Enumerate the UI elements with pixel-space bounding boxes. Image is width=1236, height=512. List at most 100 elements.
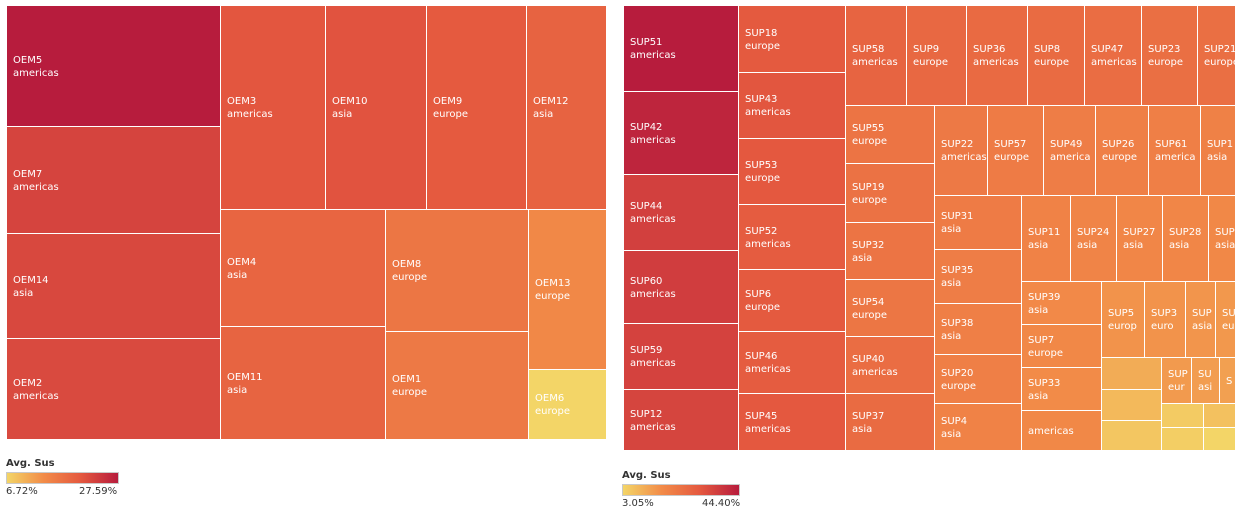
oem-tile[interactable]: OEM14 asia — [7, 234, 221, 339]
sup-tile-region: asia — [852, 253, 873, 264]
oem-tile[interactable]: OEM3 americas — [221, 6, 326, 210]
sup-tile[interactable]: SUP12 americas — [624, 390, 739, 451]
oem-tile[interactable]: OEM5 americas — [7, 6, 221, 127]
sup-tile-region: americas — [1091, 57, 1137, 68]
sup-tile[interactable]: SUP49 america — [1044, 106, 1096, 196]
sup-tile-region: america — [1155, 152, 1196, 163]
sup-tile[interactable]: SUP53 europe — [739, 139, 846, 205]
oem-tile-name: OEM10 — [332, 96, 368, 107]
sup-tile[interactable] — [1162, 404, 1204, 428]
oem-tile[interactable]: OEM13 europe — [529, 210, 607, 370]
sup-tile[interactable]: SUP43 americas — [739, 73, 846, 139]
sup-tile[interactable]: SUP27 asia — [1117, 196, 1163, 282]
sup-tile[interactable] — [1102, 421, 1162, 451]
sup-tile-name: SUP60 — [630, 276, 663, 287]
sup-tile[interactable]: SUP23 europe — [1142, 6, 1198, 106]
sup-tile-name: SU — [1222, 308, 1236, 319]
sup-tile[interactable]: SUP7 europe — [1022, 325, 1102, 368]
sup-tile-region: europe — [852, 195, 887, 206]
sup-tile-region: europe — [913, 57, 948, 68]
sup-tile[interactable]: SUP24 asia — [1071, 196, 1117, 282]
sup-tile[interactable]: SUP59 americas — [624, 324, 739, 390]
sup-tile[interactable]: SUP58 americas — [846, 6, 907, 106]
sup-tile[interactable]: SUP52 americas — [739, 205, 846, 270]
sup-tile[interactable]: SUP35 asia — [935, 250, 1022, 304]
sup-tile[interactable]: SUP44 americas — [624, 175, 739, 251]
sup-tile[interactable]: SUP37 asia — [846, 394, 935, 451]
sup-tile[interactable]: SUP60 americas — [624, 251, 739, 324]
sup-tile[interactable] — [1204, 404, 1236, 428]
oem-tile-name: OEM6 — [535, 393, 565, 404]
oem-tile-name: OEM13 — [535, 278, 571, 289]
sup-tile[interactable]: SUP26 europe — [1096, 106, 1149, 196]
oem-legend: Avg. Sus 6.72% 27.59% — [6, 458, 126, 508]
sup-tile[interactable]: SUP33 asia — [1022, 368, 1102, 411]
oem-tile[interactable]: OEM11 asia — [221, 327, 386, 440]
sup-tile[interactable]: SUP5 europ — [1102, 282, 1145, 358]
sup-tile[interactable]: SUP9 europe — [907, 6, 967, 106]
sup-tile[interactable]: SUP47 americas — [1085, 6, 1142, 106]
sup-tile[interactable] — [1204, 428, 1236, 451]
sup-tile[interactable]: SUP61 america — [1149, 106, 1201, 196]
sup-tile[interactable]: SUP46 americas — [739, 332, 846, 394]
oem-tile[interactable]: OEM9 europe — [427, 6, 527, 210]
sup-tile[interactable]: SUP20 europe — [935, 355, 1022, 404]
sup-tile[interactable]: americas — [1022, 411, 1102, 451]
sup-tile[interactable]: SUP57 europe — [988, 106, 1044, 196]
sup-tile-name: SUP32 — [852, 240, 885, 251]
sup-tile[interactable]: SUP32 asia — [846, 223, 935, 280]
sup-tile[interactable] — [1102, 390, 1162, 421]
sup-tile[interactable] — [1162, 428, 1204, 451]
sup-tile[interactable]: SUP40 americas — [846, 337, 935, 394]
sup-tile-name: SUP59 — [630, 345, 663, 356]
sup-tile[interactable]: SUP22 americas — [935, 106, 988, 196]
sup-tile[interactable]: SUP3 euro — [1145, 282, 1186, 358]
sup-tile[interactable]: S — [1220, 358, 1236, 404]
oem-tile[interactable]: OEM10 asia — [326, 6, 427, 210]
oem-tile[interactable]: OEM8 europe — [386, 210, 529, 332]
sup-tile[interactable]: SUP45 americas — [739, 394, 846, 451]
sup-tile[interactable]: SUP asia — [1209, 196, 1236, 282]
sup-tile-name: SUP — [1168, 369, 1188, 380]
oem-tile[interactable]: OEM1 europe — [386, 332, 529, 440]
oem-tile[interactable]: OEM4 asia — [221, 210, 386, 327]
sup-tile[interactable]: SUP21 europe — [1198, 6, 1236, 106]
sup-tile[interactable]: SUP6 europe — [739, 270, 846, 332]
sup-treemap: SUP51 americas SUP42 americas SUP44 americas S… — [618, 0, 1236, 512]
sup-tile-region: eur — [1168, 382, 1185, 393]
sup-tile-region: asia — [941, 224, 962, 235]
sup-tile[interactable]: SUP28 asia — [1163, 196, 1209, 282]
sup-tile[interactable]: SUP11 asia — [1022, 196, 1071, 282]
sup-tile-region: americas — [745, 424, 791, 435]
sup-tile[interactable]: SUP31 asia — [935, 196, 1022, 250]
sup-tile[interactable]: SU eu — [1216, 282, 1236, 358]
oem-tile-name: OEM5 — [13, 55, 43, 66]
sup-tile-region: americas — [1028, 426, 1074, 437]
sup-tile[interactable]: SU asi — [1192, 358, 1220, 404]
sup-tile[interactable]: SUP54 europe — [846, 280, 935, 337]
oem-tile[interactable]: OEM2 americas — [7, 339, 221, 440]
oem-tile[interactable]: OEM12 asia — [527, 6, 607, 210]
sup-tile[interactable]: SUP38 asia — [935, 304, 1022, 355]
sup-tile[interactable]: SUP51 americas — [624, 6, 739, 92]
sup-tile[interactable]: SUP39 asia — [1022, 282, 1102, 325]
sup-tile[interactable]: SUP eur — [1162, 358, 1192, 404]
sup-tile[interactable]: SUP4 asia — [935, 404, 1022, 451]
sup-tile-name: SUP38 — [941, 318, 974, 329]
sup-tile[interactable]: SUP55 europe — [846, 106, 935, 164]
sup-tile[interactable] — [1102, 358, 1162, 390]
sup-tile[interactable]: SUP asia — [1186, 282, 1216, 358]
oem-tile[interactable]: OEM7 americas — [7, 127, 221, 234]
oem-tile[interactable]: OEM6 europe — [529, 370, 607, 440]
sup-tile[interactable]: SUP42 americas — [624, 92, 739, 175]
oem-legend-gradient — [6, 472, 119, 484]
sup-tile-region: asia — [941, 429, 962, 440]
sup-legend-max: 44.40% — [702, 498, 741, 509]
sup-tile[interactable]: SUP19 europe — [846, 164, 935, 223]
sup-tile[interactable]: SUP1 asia — [1201, 106, 1236, 196]
sup-tile-region: americas — [630, 135, 676, 146]
sup-tile[interactable]: SUP36 americas — [967, 6, 1028, 106]
sup-tile-region: americas — [630, 50, 676, 61]
sup-tile[interactable]: SUP18 europe — [739, 6, 846, 73]
sup-tile[interactable]: SUP8 europe — [1028, 6, 1085, 106]
